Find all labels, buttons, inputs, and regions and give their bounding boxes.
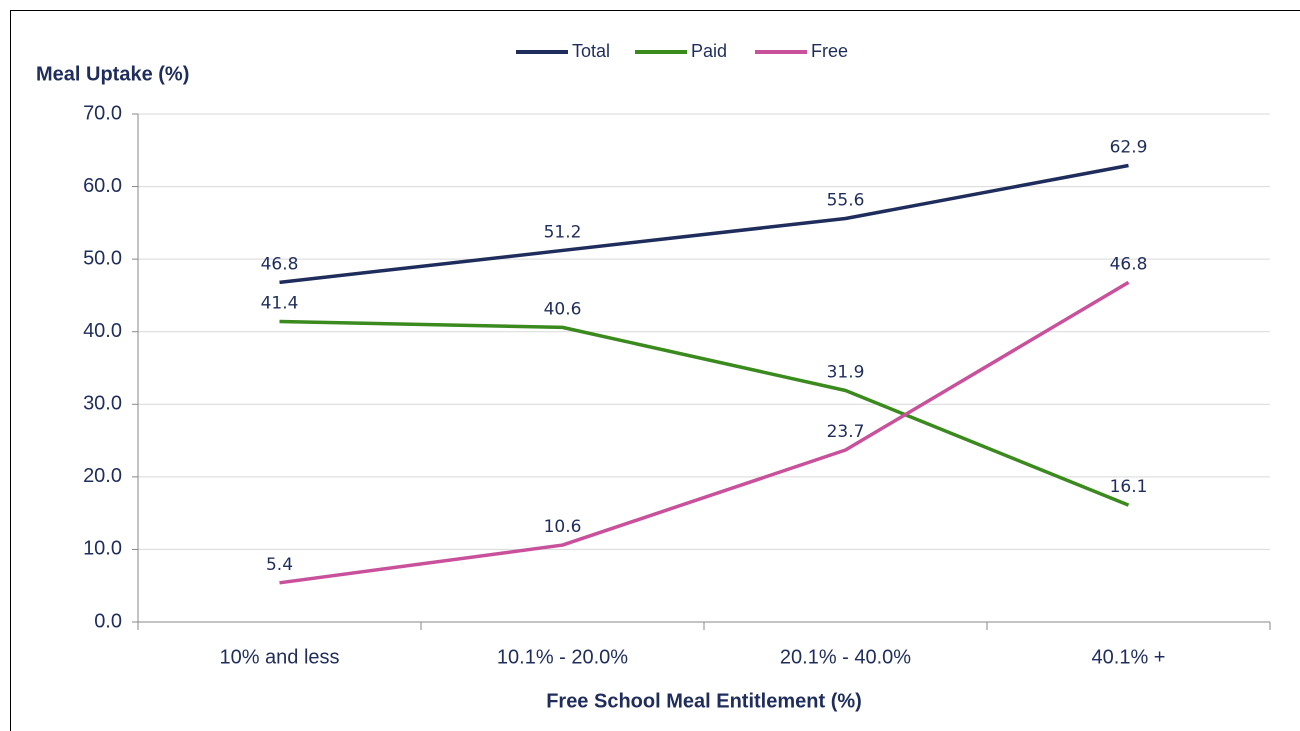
series-line [279, 163, 1129, 285]
data-label: 46.8 [261, 254, 299, 274]
series-line [279, 319, 1130, 507]
y-axis-label: Meal Uptake (%) [36, 63, 189, 85]
x-tick-label: 10.1% - 20.0% [497, 646, 628, 668]
y-tick-label: 50.0 [83, 247, 122, 269]
legend-label: Paid [691, 41, 727, 61]
data-label: 40.6 [544, 299, 582, 319]
y-tick-label: 30.0 [83, 393, 122, 415]
y-tick-label: 0.0 [94, 610, 122, 632]
y-tick-label: 10.0 [83, 538, 122, 560]
x-tick-label: 10% and less [219, 646, 339, 668]
data-label: 41.4 [261, 294, 299, 314]
data-label: 5.4 [266, 555, 293, 575]
y-tick-label: 70.0 [83, 102, 122, 124]
legend-label: Total [572, 41, 610, 61]
data-label: 51.2 [544, 222, 582, 242]
data-label: 46.8 [1110, 254, 1148, 274]
y-tick-label: 40.0 [83, 320, 122, 342]
frame [10, 10, 1300, 731]
y-tick-label: 20.0 [83, 465, 122, 487]
data-label: 62.9 [1110, 138, 1148, 158]
x-axis-label: Free School Meal Entitlement (%) [546, 690, 862, 712]
data-label: 10.6 [544, 517, 582, 537]
data-label: 16.1 [1110, 477, 1148, 497]
data-label: 31.9 [827, 362, 865, 382]
y-tick-label: 60.0 [83, 175, 122, 197]
data-label: 23.7 [827, 422, 865, 442]
legend-label: Free [811, 41, 848, 61]
x-tick-label: 40.1% + [1092, 646, 1166, 668]
x-tick-label: 20.1% - 40.0% [780, 646, 911, 668]
series-line [279, 280, 1130, 585]
data-label: 55.6 [827, 191, 865, 211]
